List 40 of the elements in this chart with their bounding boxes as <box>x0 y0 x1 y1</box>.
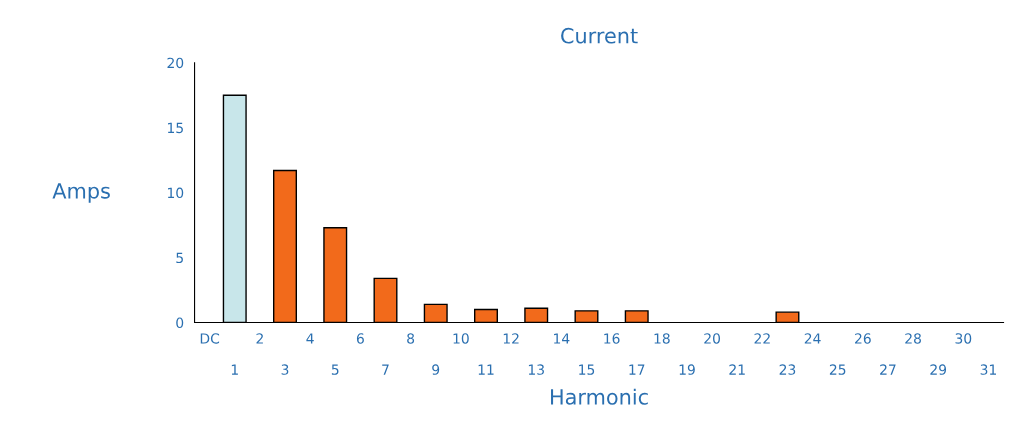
x-tick-label: 13 <box>528 364 544 375</box>
x-tick-label: 12 <box>503 333 519 344</box>
x-axis-title: Harmonic <box>551 388 648 405</box>
x-tick-label: 18 <box>654 333 670 344</box>
x-tick-label: 20 <box>704 333 721 344</box>
x-tick-label: 31 <box>980 364 996 375</box>
x-tick-label: 24 <box>804 333 821 344</box>
x-tick-label: 3 <box>281 364 289 375</box>
x-tick-label: 11 <box>478 364 494 375</box>
y-tick-label: 0 <box>176 317 184 329</box>
x-tick-label: 1 <box>231 364 238 375</box>
y-tick-label: 15 <box>168 122 183 134</box>
y-tick-label: 10 <box>168 187 184 199</box>
x-tick-label: 27 <box>880 364 896 375</box>
x-tick-label: 29 <box>930 364 947 375</box>
x-tick-label: 14 <box>554 333 570 344</box>
x-tick-label: 25 <box>829 364 846 375</box>
x-tick-label: 23 <box>779 364 796 375</box>
x-tick-label: 6 <box>356 333 364 344</box>
y-tick-label: 20 <box>167 57 184 69</box>
x-tick-label: 9 <box>432 364 440 375</box>
x-tick-label: 10 <box>453 333 469 344</box>
x-tick-label: 7 <box>382 364 389 375</box>
x-tick-label: 17 <box>629 364 645 375</box>
x-tick-label: 21 <box>729 364 745 375</box>
x-tick-label: 16 <box>604 333 620 344</box>
x-tick-label: 5 <box>331 364 339 375</box>
x-tick-label: 22 <box>754 333 770 344</box>
x-tick-label: 30 <box>955 333 972 344</box>
x-tick-label: 19 <box>679 364 695 375</box>
x-tick-label: 8 <box>407 333 415 344</box>
x-tick-label: 28 <box>905 333 921 344</box>
chart-title: Current <box>561 27 638 44</box>
y-axis-title: Amps <box>52 183 110 203</box>
x-tick-label: 4 <box>306 333 314 344</box>
x-tick-label: 2 <box>256 333 263 344</box>
x-tick-label: DC <box>200 333 220 344</box>
x-tick-label: 26 <box>855 333 871 344</box>
y-tick-label: 5 <box>176 252 183 264</box>
x-tick-label: 15 <box>579 364 595 375</box>
